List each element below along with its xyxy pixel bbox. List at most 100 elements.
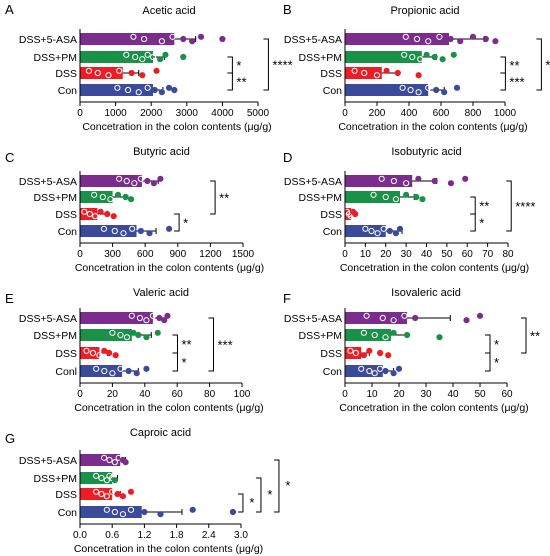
data-point: [166, 225, 173, 232]
significance-label: ***: [509, 75, 524, 90]
category-label: DSS+PM: [299, 330, 342, 342]
significance-bracket: [174, 213, 180, 232]
x-tick-label: 0: [342, 389, 348, 400]
significance-label: *: [236, 58, 241, 73]
x-tick-label: 40: [447, 389, 459, 400]
data-point: [373, 72, 381, 79]
data-point: [141, 508, 148, 516]
significance-label: **: [219, 191, 229, 206]
x-tick-label: 10: [366, 389, 378, 400]
x-tick-label: 3000: [176, 108, 199, 119]
category-label: Con: [323, 226, 342, 238]
bar-dss: [345, 67, 382, 79]
data-point: [119, 511, 127, 518]
data-point: [462, 175, 469, 182]
x-tick-label: 1000: [104, 108, 127, 119]
data-point: [366, 347, 373, 354]
data-point: [109, 370, 116, 377]
data-point: [144, 51, 151, 58]
x-tick-label: 200: [369, 108, 386, 119]
data-point: [114, 490, 121, 498]
x-tick-label: 60: [172, 389, 184, 400]
x-tick-label: 1.2: [137, 530, 151, 541]
data-point: [146, 230, 153, 237]
category-label: DSS: [55, 209, 77, 221]
data-point: [171, 86, 178, 94]
data-point: [112, 352, 119, 359]
data-point: [139, 56, 146, 63]
data-point: [139, 72, 146, 79]
data-point: [94, 69, 101, 77]
data-point: [417, 56, 424, 63]
data-point: [128, 312, 135, 319]
x-tick-label: 20: [380, 249, 392, 260]
data-point: [425, 38, 432, 45]
data-point: [361, 69, 368, 77]
data-point: [386, 227, 393, 235]
data-point: [96, 352, 103, 359]
data-point: [128, 69, 135, 77]
data-point: [433, 86, 440, 94]
bar-dss-5-asa: [345, 175, 413, 187]
significance-label: **: [530, 329, 540, 344]
category-label: DSS+PM: [34, 52, 77, 64]
data-point: [469, 33, 477, 40]
data-point: [109, 329, 116, 336]
data-point: [109, 488, 116, 495]
category-label: DSS+PM: [299, 52, 342, 64]
panel-letter: E: [5, 291, 14, 306]
data-point: [402, 33, 409, 40]
data-point: [371, 331, 378, 339]
data-point: [413, 193, 420, 201]
category-label: Conl: [55, 366, 77, 378]
data-point: [89, 349, 97, 357]
data-point: [130, 329, 137, 336]
x-tick-label: 40: [139, 389, 151, 400]
data-point: [165, 84, 173, 91]
x-tick-label: 1.8: [170, 530, 184, 541]
data-point: [392, 230, 400, 237]
significance-bracket: [536, 38, 542, 91]
data-point: [98, 474, 105, 482]
data-point: [144, 84, 151, 91]
x-tick-label: 30: [401, 249, 413, 260]
significance-bracket: [172, 334, 178, 354]
data-point: [423, 51, 430, 58]
chart-title: Butyric acid: [133, 146, 190, 158]
x-tick-label: 900: [169, 249, 186, 260]
data-point: [436, 334, 443, 341]
significance-label: *: [285, 478, 290, 493]
x-tick-label: 100: [234, 389, 251, 400]
data-point: [412, 314, 419, 322]
bar-dss-pm: [345, 51, 422, 63]
data-point: [189, 38, 196, 45]
bar-dss-5-asa: [345, 33, 449, 45]
data-point: [394, 69, 401, 77]
data-point: [189, 506, 196, 513]
category-label: DSS: [320, 209, 342, 221]
x-tick-label: 0: [77, 249, 83, 260]
data-point: [366, 367, 373, 375]
data-point: [116, 67, 123, 74]
data-point: [390, 370, 397, 377]
data-point: [450, 51, 457, 58]
data-point: [149, 53, 157, 61]
data-point: [347, 347, 354, 354]
data-point: [436, 33, 443, 40]
data-point: [415, 72, 422, 79]
data-point: [439, 56, 446, 63]
data-point: [101, 347, 108, 354]
data-point: [383, 67, 390, 74]
category-label: DSS+5-ASA: [19, 455, 77, 467]
data-point: [154, 329, 161, 336]
x-tick-label: 60: [462, 249, 474, 260]
x-tick-label: 1500: [232, 249, 255, 260]
data-point: [135, 331, 142, 339]
data-point: [137, 227, 144, 235]
chart-title: Valeric acid: [133, 287, 189, 299]
x-tick-label: 0: [77, 389, 83, 400]
data-point: [158, 38, 165, 45]
